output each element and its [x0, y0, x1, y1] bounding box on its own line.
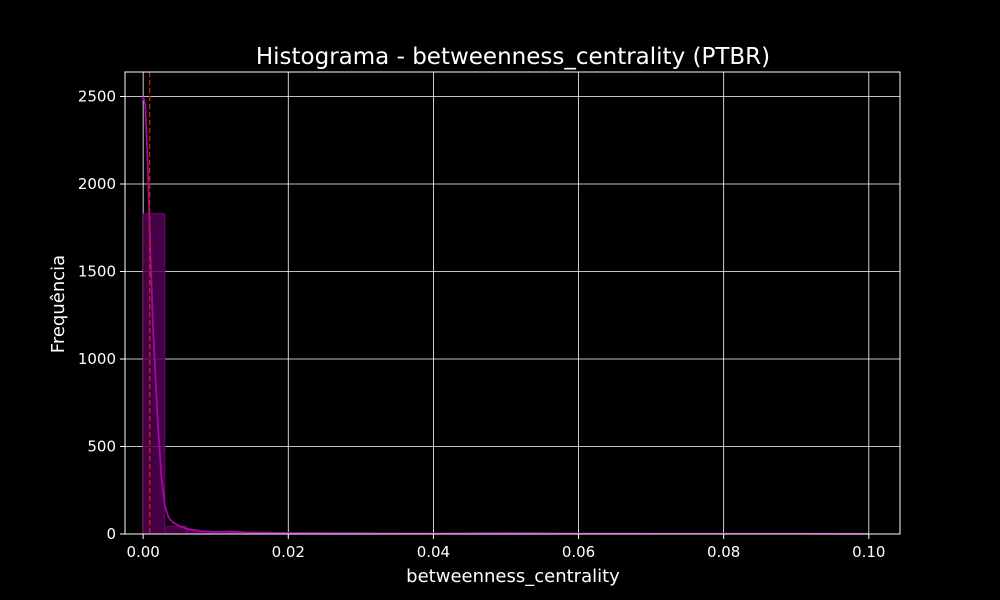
kde-curve-group	[142, 96, 869, 535]
x-tick-label: 0.10	[852, 543, 885, 561]
x-tick-label: 0.08	[707, 543, 740, 561]
axis-ticks: 0.00 0.02 0.04 0.06 0.08 0.10 0 500 1000 1500 2000…	[78, 88, 886, 562]
y-tick-label: 1000	[78, 350, 116, 368]
y-tick-label: 2500	[78, 88, 116, 106]
x-tick-label: 0.00	[126, 543, 159, 561]
x-tick-label: 0.06	[562, 543, 595, 561]
x-tick-label: 0.04	[417, 543, 450, 561]
y-tick-label: 500	[87, 438, 116, 456]
plot-border	[124, 71, 901, 535]
x-axis-label: betweenness_centrality	[406, 566, 620, 587]
y-axis-label: Frequência	[48, 255, 69, 353]
histogram-bars	[142, 213, 427, 535]
y-tick-label: 2000	[78, 175, 116, 193]
y-tick-label: 1500	[78, 263, 116, 281]
grid	[125, 72, 900, 535]
plot-frame	[124, 71, 901, 535]
kde-curve	[142, 96, 869, 535]
chart-title: Histograma - betweenness_centrality (PTB…	[256, 44, 770, 70]
y-tick-label: 0	[106, 525, 116, 543]
x-tick-label: 0.02	[272, 543, 305, 561]
